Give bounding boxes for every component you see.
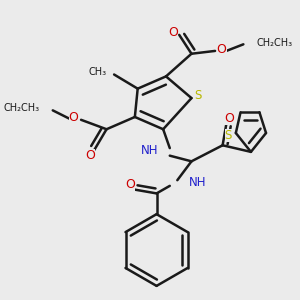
Text: S: S bbox=[194, 89, 202, 102]
Text: O: O bbox=[85, 149, 95, 162]
Text: S: S bbox=[225, 129, 232, 142]
Text: O: O bbox=[69, 111, 79, 124]
Text: NH: NH bbox=[141, 144, 158, 158]
Text: O: O bbox=[125, 178, 135, 191]
Text: CH₂CH₃: CH₂CH₃ bbox=[3, 103, 40, 113]
Text: O: O bbox=[169, 26, 178, 40]
Text: O: O bbox=[224, 112, 234, 125]
Text: NH: NH bbox=[189, 176, 206, 189]
Text: CH₃: CH₃ bbox=[88, 67, 106, 77]
Text: O: O bbox=[217, 44, 226, 56]
Text: CH₂CH₃: CH₂CH₃ bbox=[256, 38, 293, 48]
